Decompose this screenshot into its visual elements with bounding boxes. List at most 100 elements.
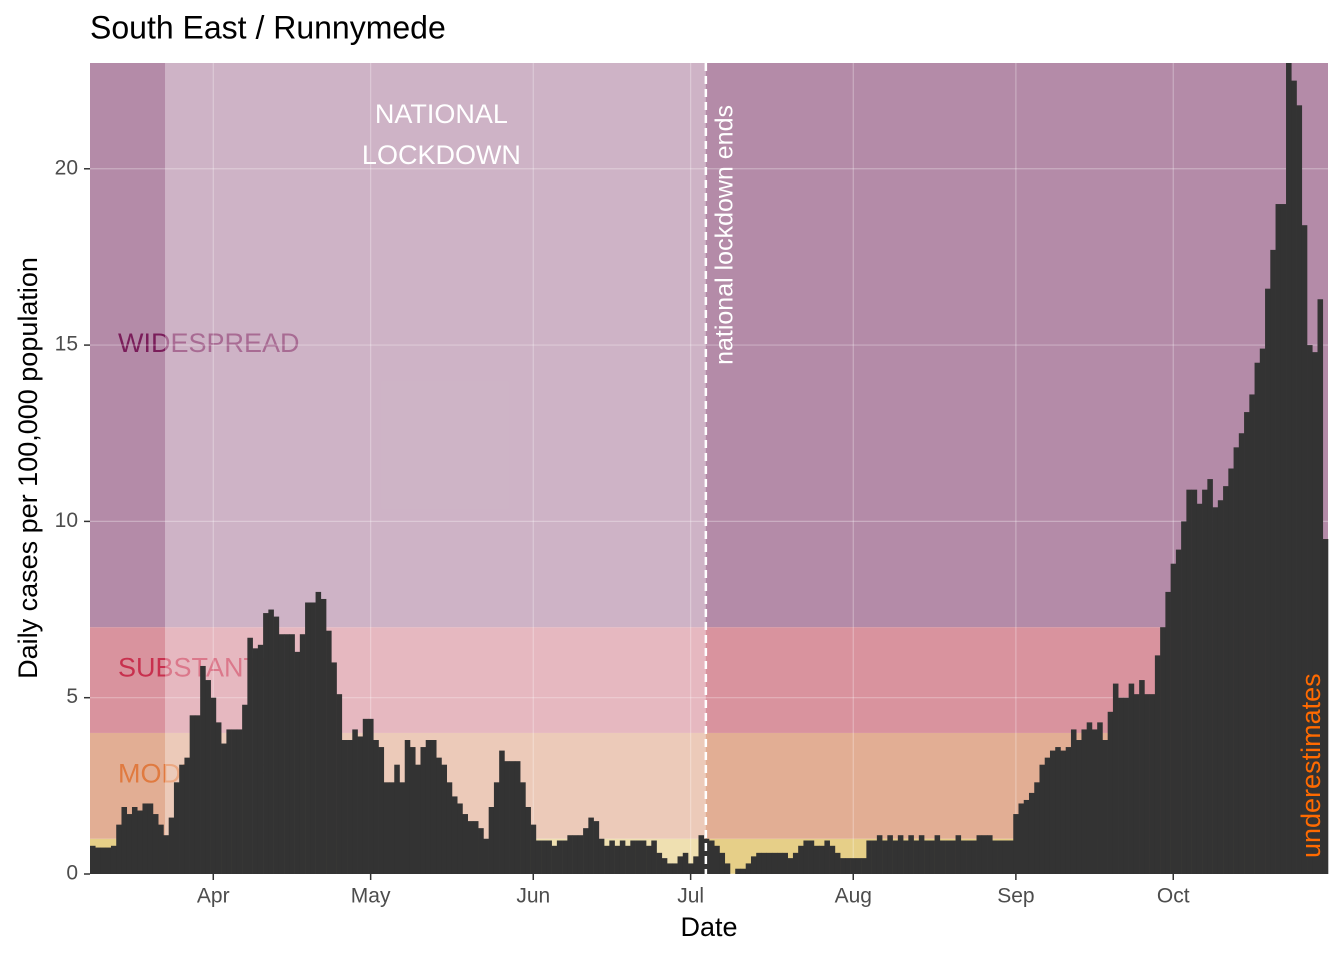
bar [740, 868, 747, 874]
bar [242, 704, 248, 874]
bar [294, 651, 301, 874]
bar [331, 662, 337, 874]
zone-label: WIDESPREAD [118, 328, 300, 358]
x-tick-label: Aug [835, 885, 872, 908]
bar [263, 613, 269, 874]
bar [1144, 694, 1150, 874]
bar [478, 828, 484, 874]
bar [551, 845, 558, 874]
bar [882, 840, 888, 874]
bar [625, 845, 631, 874]
bar [609, 840, 615, 874]
bar [320, 598, 327, 874]
bar [1170, 563, 1177, 874]
bar [137, 810, 143, 874]
bar [273, 616, 280, 874]
bar [787, 858, 794, 874]
bar [194, 715, 201, 874]
bar [1055, 747, 1061, 874]
bar [1202, 489, 1208, 874]
lockdown-label: NATIONAL [375, 99, 508, 129]
bar [829, 845, 836, 874]
bar [656, 852, 663, 874]
bar [735, 868, 741, 874]
bar [1086, 722, 1093, 874]
bar [210, 697, 217, 874]
bar [939, 840, 946, 874]
bar [866, 840, 872, 874]
y-axis-label: Daily cases per 100,000 population [13, 257, 43, 679]
bar [1102, 740, 1108, 874]
bar [441, 764, 448, 874]
bar [1196, 503, 1203, 874]
bar [1275, 204, 1282, 875]
bar [90, 845, 96, 874]
bar [231, 729, 238, 874]
bar [808, 840, 815, 874]
bar [457, 803, 463, 874]
bar [646, 845, 652, 874]
bar [184, 757, 190, 874]
bar [1160, 627, 1166, 874]
bar [1039, 764, 1046, 874]
bar [1091, 729, 1098, 874]
bar [535, 840, 542, 874]
bar [1076, 740, 1082, 874]
bar [163, 835, 169, 874]
bar [719, 852, 726, 874]
bar [430, 740, 437, 874]
bar [105, 847, 112, 874]
bar [357, 736, 364, 874]
bar [1149, 694, 1156, 874]
bar [630, 840, 636, 874]
bar [903, 840, 909, 874]
bar [1259, 348, 1266, 874]
bar [215, 722, 222, 874]
bar [1107, 711, 1114, 874]
bar [1249, 394, 1255, 874]
bar [892, 840, 899, 874]
bar [436, 757, 442, 874]
bar [1280, 204, 1287, 875]
bar [389, 782, 395, 874]
bar [1291, 80, 1297, 874]
bar [1128, 683, 1135, 874]
bar [152, 814, 159, 874]
bar [1118, 697, 1124, 874]
bar [373, 740, 379, 874]
bar [131, 807, 138, 874]
bar [467, 821, 474, 874]
bar [682, 852, 689, 874]
bar [981, 835, 988, 874]
bar [189, 715, 196, 874]
bar [525, 807, 531, 874]
bar [1081, 729, 1087, 874]
bar [861, 858, 867, 874]
y-tick-label: 5 [66, 685, 78, 708]
bar [1186, 489, 1192, 874]
bar [1301, 225, 1308, 874]
bar [284, 634, 290, 874]
bar [588, 817, 594, 874]
bar [908, 835, 914, 874]
bar [1270, 249, 1276, 874]
bar [1322, 539, 1329, 874]
bar [289, 634, 295, 874]
bar [520, 782, 526, 874]
bar [126, 814, 133, 874]
bar [200, 665, 206, 874]
bar [142, 803, 149, 874]
bar [483, 838, 489, 874]
bar [1312, 352, 1318, 874]
bar [472, 821, 479, 874]
bar [404, 740, 411, 874]
bar [698, 835, 705, 874]
bar [709, 840, 715, 874]
bar [971, 840, 977, 874]
bar [871, 840, 878, 874]
bar [425, 740, 432, 874]
bar [179, 764, 185, 874]
bar [677, 856, 684, 874]
bar [1207, 479, 1213, 874]
